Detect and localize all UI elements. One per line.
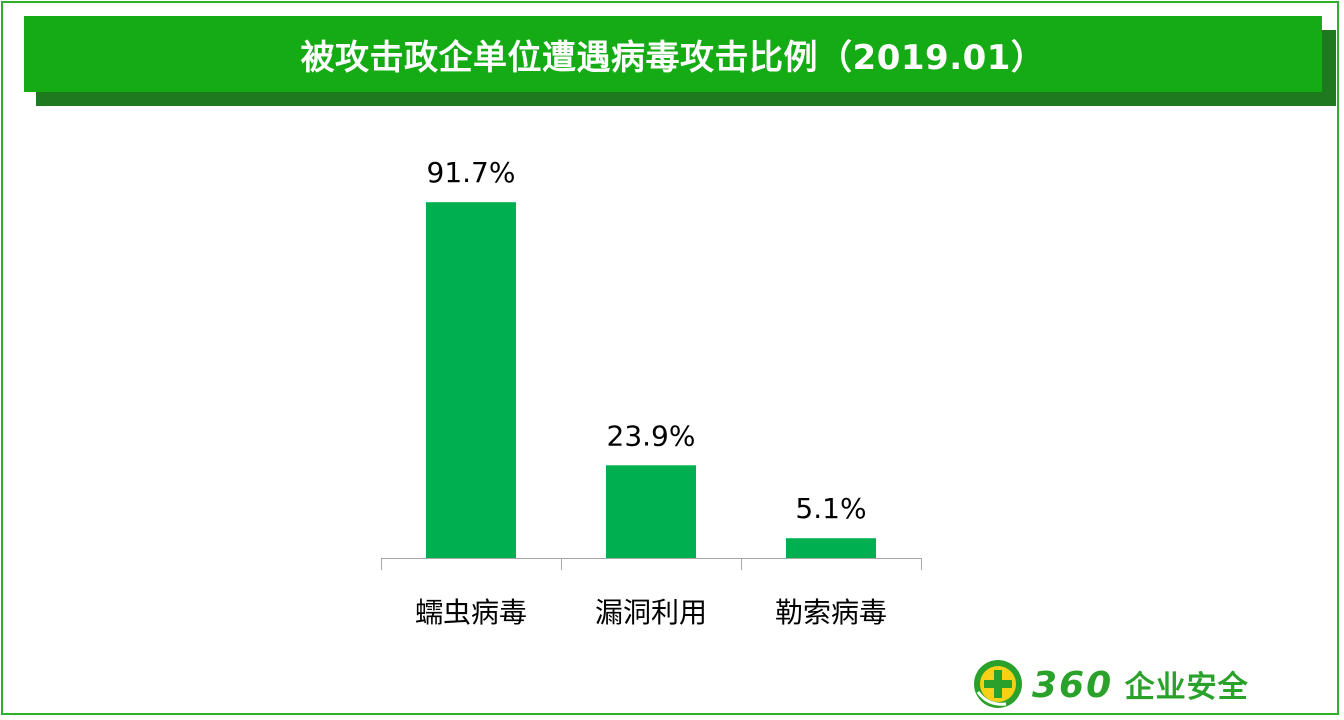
x-tick-label: 漏洞利用 — [595, 596, 707, 629]
logo-label: 企业安全 — [1124, 670, 1249, 705]
x-tick-label: 蠕虫病毒 — [415, 596, 527, 629]
data-label: 91.7% — [427, 156, 516, 189]
x-tick-label: 勒索病毒 — [775, 596, 887, 629]
logo-number: 360 — [1032, 665, 1114, 706]
logo-text: 360 企业安全 — [1032, 662, 1249, 706]
bar — [786, 538, 876, 558]
data-label: 23.9% — [607, 419, 696, 452]
title-bar: 被攻击政企单位遭遇病毒攻击比例（2019.01） — [24, 16, 1322, 92]
360-shield-plus-icon — [974, 660, 1022, 708]
bar — [606, 465, 696, 558]
data-label: 5.1% — [795, 492, 866, 525]
chart-title: 被攻击政企单位遭遇病毒攻击比例（2019.01） — [300, 37, 1046, 78]
bar — [426, 202, 516, 559]
brand-logo: 360 企业安全 — [972, 656, 1302, 712]
